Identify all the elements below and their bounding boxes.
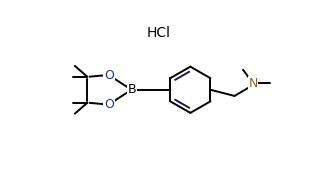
- Text: N: N: [248, 77, 258, 90]
- Text: B: B: [128, 83, 137, 96]
- Text: O: O: [104, 69, 114, 82]
- Text: HCl: HCl: [147, 26, 170, 40]
- Text: O: O: [104, 98, 114, 111]
